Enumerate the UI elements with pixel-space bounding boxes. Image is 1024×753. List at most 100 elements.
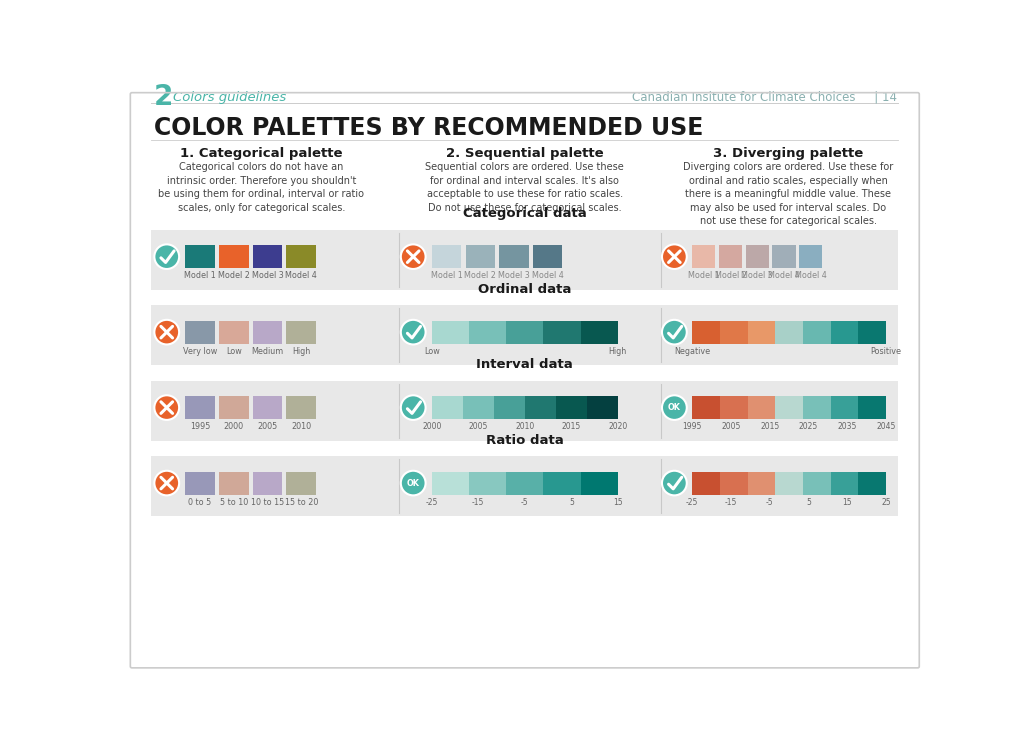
Bar	[185, 471, 215, 495]
Text: Model 1: Model 1	[431, 271, 463, 280]
Text: 3. Diverging palette: 3. Diverging palette	[713, 147, 863, 160]
Text: -15: -15	[472, 498, 484, 507]
Bar	[581, 321, 618, 343]
Text: Medium: Medium	[251, 347, 284, 355]
Bar	[287, 396, 316, 419]
Text: 2015: 2015	[562, 422, 581, 431]
Bar	[748, 471, 775, 495]
Text: 15: 15	[613, 498, 623, 507]
Text: Model 4: Model 4	[286, 271, 317, 280]
Bar	[556, 396, 587, 419]
Bar	[830, 471, 859, 495]
Bar	[506, 471, 544, 495]
Text: Model 3: Model 3	[252, 271, 284, 280]
Text: COLOR PALETTES BY RECOMMENDED USE: COLOR PALETTES BY RECOMMENDED USE	[154, 116, 702, 140]
Circle shape	[400, 245, 426, 269]
Text: 2000: 2000	[422, 422, 441, 431]
Bar	[287, 321, 316, 343]
Text: 2005: 2005	[721, 422, 740, 431]
Text: 2000: 2000	[223, 422, 244, 431]
Bar	[830, 396, 859, 419]
Bar	[432, 245, 461, 268]
Text: 2035: 2035	[838, 422, 857, 431]
Bar	[463, 396, 495, 419]
Bar	[772, 245, 796, 268]
Bar	[803, 321, 831, 343]
Text: Positive: Positive	[870, 347, 901, 355]
Circle shape	[155, 245, 179, 269]
Bar	[720, 471, 748, 495]
Bar	[720, 396, 748, 419]
Bar	[466, 245, 495, 268]
Text: High: High	[608, 347, 627, 355]
Bar	[748, 396, 775, 419]
Circle shape	[662, 320, 687, 344]
Text: 2025: 2025	[799, 422, 818, 431]
Circle shape	[400, 320, 426, 344]
Text: 2045: 2045	[877, 422, 896, 431]
Text: 2010: 2010	[515, 422, 535, 431]
Bar	[858, 471, 887, 495]
Text: 0 to 5: 0 to 5	[188, 498, 212, 507]
Text: -15: -15	[725, 498, 737, 507]
Text: 1995: 1995	[189, 422, 210, 431]
Bar	[219, 245, 249, 268]
Bar	[152, 305, 898, 365]
Text: Sequential colors are ordered. Use these
for ordinal and interval scales. It's a: Sequential colors are ordered. Use these…	[425, 162, 625, 213]
Text: High: High	[292, 347, 310, 355]
Text: 2005: 2005	[257, 422, 278, 431]
Bar	[219, 396, 249, 419]
Text: Model 2: Model 2	[464, 271, 497, 280]
Text: Model 4: Model 4	[768, 271, 800, 280]
Bar	[830, 321, 859, 343]
Bar	[532, 245, 562, 268]
Text: 2020: 2020	[608, 422, 628, 431]
Text: -5: -5	[521, 498, 528, 507]
Bar	[692, 396, 720, 419]
Text: Diverging colors are ordered. Use these for
ordinal and ratio scales, especially: Diverging colors are ordered. Use these …	[683, 162, 893, 227]
Circle shape	[662, 395, 687, 420]
Bar	[219, 471, 249, 495]
Text: Negative: Negative	[674, 347, 711, 355]
Bar	[692, 245, 716, 268]
Circle shape	[155, 395, 179, 420]
Text: 5 to 10: 5 to 10	[220, 498, 248, 507]
Bar	[799, 245, 822, 268]
Text: -25: -25	[686, 498, 698, 507]
Text: 5: 5	[806, 498, 811, 507]
Circle shape	[662, 245, 687, 269]
Text: Low: Low	[424, 347, 439, 355]
Bar	[253, 471, 283, 495]
Text: 5: 5	[569, 498, 573, 507]
Text: Very low: Very low	[183, 347, 217, 355]
Text: Canadian Insitute for Climate Choices     | 14: Canadian Insitute for Climate Choices | …	[632, 91, 897, 104]
Bar	[775, 321, 803, 343]
Text: 15 to 20: 15 to 20	[285, 498, 317, 507]
Text: 25: 25	[881, 498, 891, 507]
Bar	[287, 471, 316, 495]
Text: Colors guidelines: Colors guidelines	[173, 91, 286, 104]
Bar	[524, 396, 556, 419]
Text: Categorical data: Categorical data	[463, 208, 587, 221]
Bar	[432, 321, 469, 343]
Bar	[858, 396, 887, 419]
Text: Model 3: Model 3	[498, 271, 529, 280]
Text: OK: OK	[668, 403, 681, 412]
Text: Categorical colors do not have an
intrinsic order. Therefore you shouldn't
be us: Categorical colors do not have an intrin…	[159, 162, 365, 213]
Text: Ratio data: Ratio data	[486, 434, 563, 447]
Bar	[432, 396, 463, 419]
Text: Ordinal data: Ordinal data	[478, 283, 571, 296]
Bar	[748, 321, 775, 343]
Text: Model 2: Model 2	[715, 271, 746, 280]
Circle shape	[155, 320, 179, 344]
Circle shape	[662, 471, 687, 495]
Bar	[185, 396, 215, 419]
Text: 2015: 2015	[760, 422, 779, 431]
Text: Model 3: Model 3	[741, 271, 773, 280]
Text: Model 1: Model 1	[688, 271, 720, 280]
Text: Model 4: Model 4	[531, 271, 563, 280]
Bar	[287, 245, 316, 268]
Bar	[506, 321, 544, 343]
Text: Interval data: Interval data	[476, 358, 573, 371]
Bar	[720, 321, 748, 343]
